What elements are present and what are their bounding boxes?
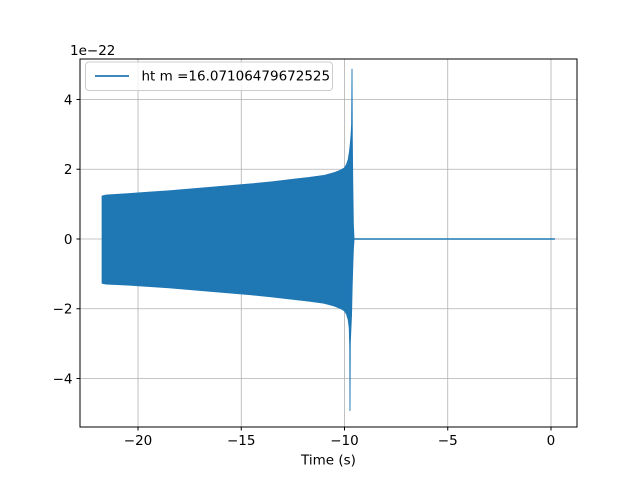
chirp-envelope-fill [101, 68, 355, 411]
y-tick-label: −4 [53, 371, 73, 387]
x-tick-label: −10 [330, 433, 359, 449]
waveform-series [101, 68, 555, 411]
axes-frame [79, 58, 578, 428]
x-tick-label: −5 [438, 433, 458, 449]
x-axis-label: Time (s) [300, 453, 356, 469]
legend: ht m =16.07106479672525 [85, 61, 333, 91]
y-tick-label: 2 [64, 162, 73, 178]
legend-label: ht m =16.07106479672525 [142, 69, 331, 85]
y-tick-label: 0 [64, 232, 73, 248]
x-tick-label: −15 [227, 433, 256, 449]
x-tick-label: −20 [124, 433, 153, 449]
y-tick-label: −2 [53, 302, 73, 318]
x-tick-label: 0 [547, 433, 556, 449]
legend-box [85, 61, 333, 91]
y-axis-offset-text: 1e−22 [70, 43, 115, 59]
y-tick-label: 4 [64, 92, 73, 108]
